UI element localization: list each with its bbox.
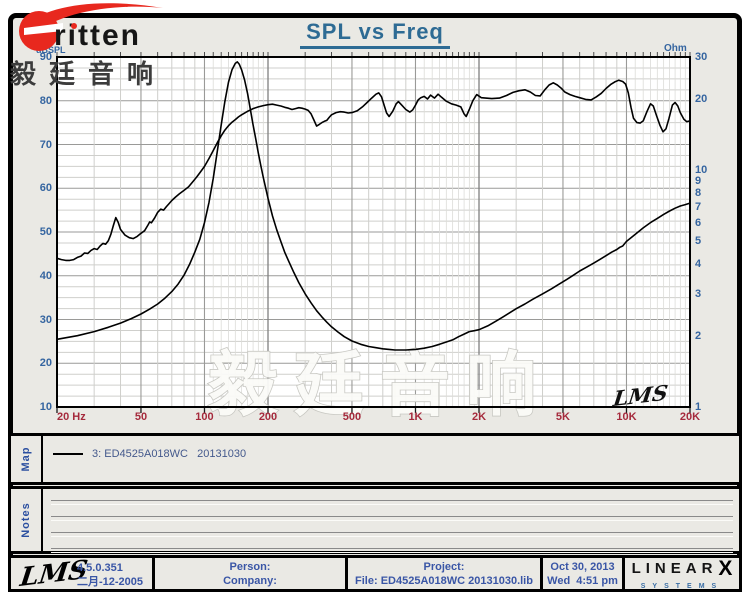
brand-chinese-name: 毅廷音响 xyxy=(10,60,167,90)
footer-date: Oct 30, 2013 xyxy=(550,560,615,573)
linearx-wordmark: LINEAR xyxy=(631,560,718,577)
eritten-logo xyxy=(19,3,163,51)
note-ruled-line xyxy=(51,500,733,505)
note-ruled-line xyxy=(51,532,733,537)
footer-cell-project: Project: File: ED4525A018WC 20131030.lib xyxy=(345,558,540,589)
chart-watermark: 毅廷音响 xyxy=(208,344,552,426)
map-side-cell: Map xyxy=(11,436,43,482)
page-title: SPL vs Freq xyxy=(300,19,450,49)
plot-frame xyxy=(56,56,691,408)
footer-time: Wed 4:51 pm xyxy=(547,574,618,587)
footer-bar: LMS 4.5.0.351 二月-12-2005 Person: Company… xyxy=(8,555,742,593)
map-section: Map 3: ED4525A018WC 20131030 xyxy=(8,433,742,485)
footer-cell-version: LMS 4.5.0.351 二月-12-2005 xyxy=(11,555,152,593)
logo-swoosh-icon xyxy=(24,3,163,35)
spl-vs-freq-chart: 毅廷音响 xyxy=(56,52,691,427)
app-version: 4.5.0.351 xyxy=(77,562,123,574)
footer-cell-brand: LINEAR X SYSTEMS xyxy=(622,556,739,590)
legend-line-sample xyxy=(53,453,83,456)
project-label: Project: xyxy=(423,560,465,573)
footer-cell-person: Person: Company: xyxy=(152,558,345,589)
series-curve-0 xyxy=(56,79,691,262)
notes-section-label: Notes xyxy=(20,502,32,538)
note-ruled-line xyxy=(51,548,733,553)
notes-side-cell: Notes xyxy=(11,489,43,551)
linearx-logo: LINEAR X SYSTEMS xyxy=(625,556,739,590)
notes-section: Notes xyxy=(8,486,742,554)
footer-cell-datetime: Oct 30, 2013 Wed 4:51 pm xyxy=(540,558,622,589)
legend-text: 3: ED4525A018WC 20131030 xyxy=(92,448,247,460)
map-section-label: Map xyxy=(20,446,32,472)
chart-header: SPL vs Freq xyxy=(0,19,750,49)
brand-i-dot xyxy=(71,23,77,29)
linearx-systems: SYSTEMS xyxy=(640,582,724,590)
file-label: File: ED4525A018WC 20131030.lib xyxy=(355,574,533,587)
series-curve-1 xyxy=(56,61,691,351)
person-label: Person: xyxy=(229,560,271,573)
company-label: Company: xyxy=(223,574,277,587)
legend-row: 3: ED4525A018WC 20131030 xyxy=(53,448,246,460)
app-version-date: 二月-12-2005 xyxy=(77,576,144,588)
linearx-x: X xyxy=(718,556,733,580)
note-ruled-line xyxy=(51,516,733,521)
logo-e-notch xyxy=(24,23,63,35)
brand-wordmark: ritten xyxy=(54,19,141,52)
